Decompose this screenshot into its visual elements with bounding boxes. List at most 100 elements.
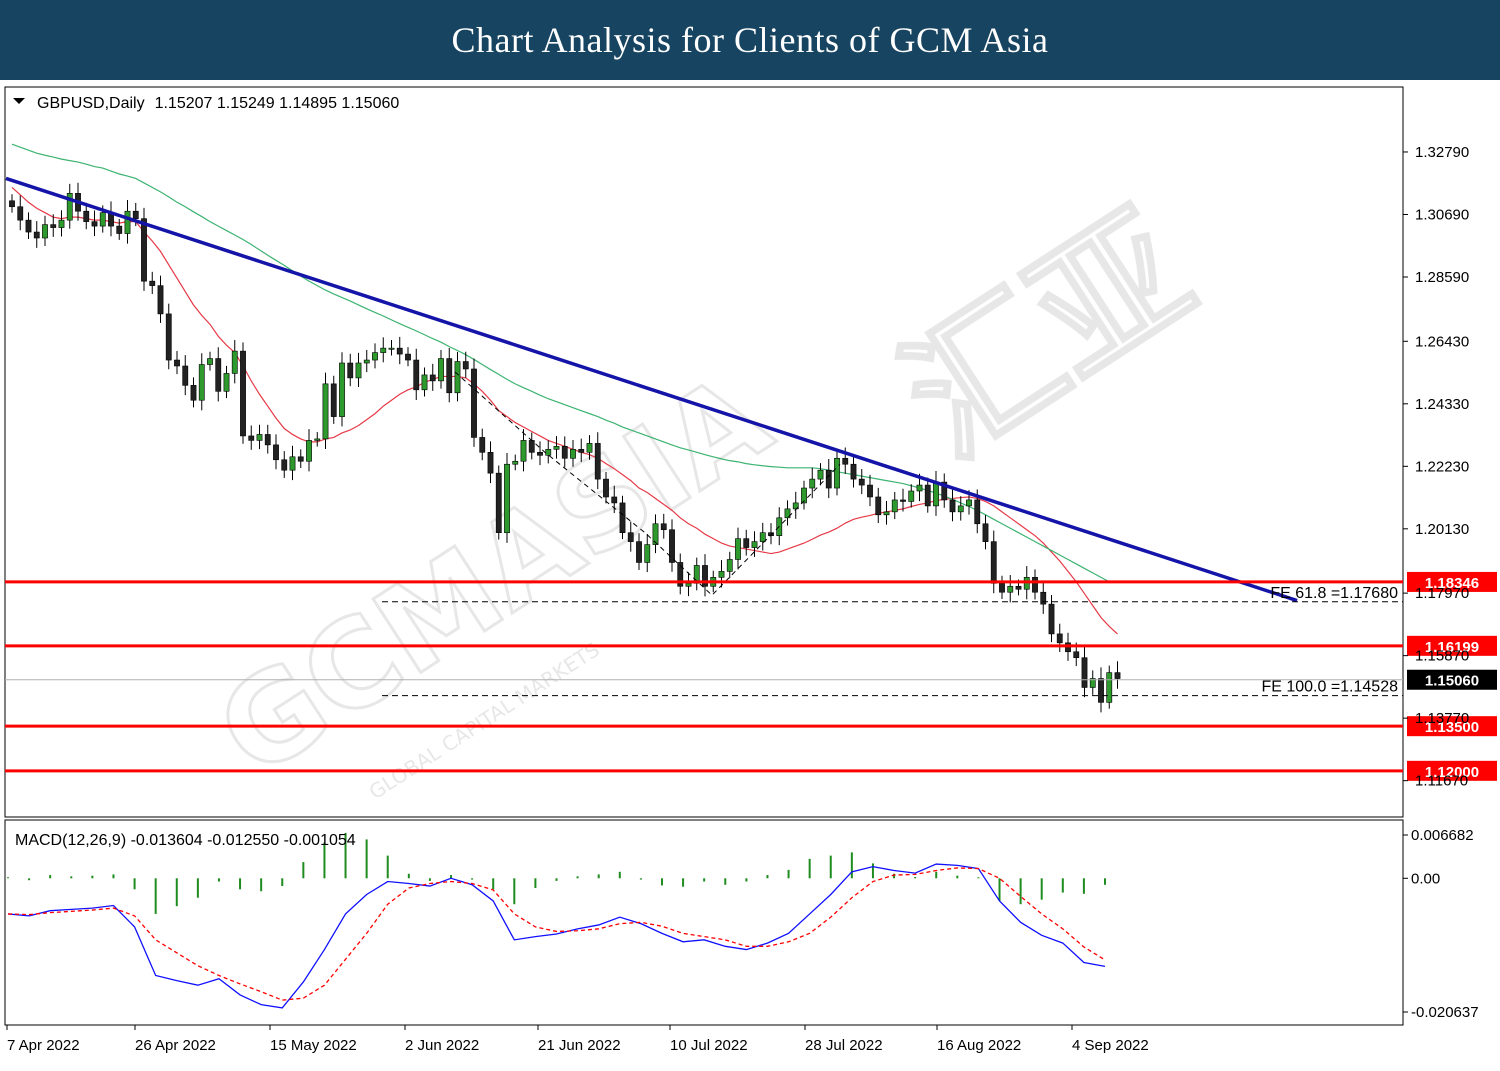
candle-body-bear: [743, 538, 750, 548]
candle-body-bull: [512, 460, 519, 465]
candle-body-bear: [850, 463, 857, 480]
candle-body-bear: [190, 385, 197, 401]
candle-body-bear: [842, 457, 849, 465]
candle-body-bear: [924, 484, 931, 507]
candle: [264, 424, 271, 454]
candle: [883, 501, 890, 525]
candle-body-bull: [207, 358, 213, 365]
candle: [570, 439, 576, 467]
symbol-label: GBPUSD,Daily 1.15207 1.15249 1.14895 1.15…: [37, 95, 399, 112]
candle-body-bear: [462, 361, 469, 370]
candle-body-bull: [363, 359, 370, 364]
candle: [619, 495, 626, 540]
candle-body-bear: [446, 358, 453, 394]
candle: [669, 519, 675, 572]
candle: [314, 432, 321, 447]
candle-body-bear: [537, 452, 543, 456]
y-tick-label: 1.28590: [1415, 269, 1469, 286]
candle-body-bull: [644, 544, 651, 563]
candle-body-bear: [396, 347, 403, 355]
x-tick-label: 15 May 2022: [270, 1037, 357, 1054]
candle-body-bear: [1073, 651, 1080, 659]
candle-body-bear: [330, 383, 337, 417]
macd-main-line: [7, 863, 1106, 1009]
macd-signal-line: [7, 867, 1106, 1001]
candle-body-bull: [652, 523, 659, 545]
y-tick-label: 1.13770: [1415, 710, 1469, 727]
candle: [908, 484, 915, 508]
candle: [924, 477, 931, 513]
candle-body-bull: [685, 582, 692, 587]
price-y-axis: 1.32790 1.30690 1.28590 1.26430 1.24330 1.222…: [1403, 144, 1469, 790]
macd-y-tick-label: -0.020637: [1411, 1004, 1479, 1021]
symbol-title: GBPUSD,Daily: [37, 95, 145, 112]
candle: [297, 449, 304, 468]
candle: [372, 343, 378, 369]
candle-body-bull: [66, 193, 73, 221]
candle: [289, 445, 296, 481]
y-tick-label: 1.24330: [1415, 396, 1469, 413]
candle: [256, 424, 263, 450]
candle-body-bear: [215, 358, 222, 392]
candle: [834, 450, 840, 496]
candle: [124, 200, 131, 244]
level-price-label: 1.18346: [1425, 575, 1479, 592]
candle-body-bear: [165, 313, 172, 361]
candle-body-bear: [149, 280, 156, 286]
candle-body-bear: [297, 456, 304, 462]
candle-body-bull: [520, 440, 527, 462]
candle-body-bear: [974, 499, 981, 525]
candle-body-bear: [495, 472, 502, 533]
candle-body-bear: [867, 484, 873, 498]
downtrend-line: [5, 176, 1298, 603]
candle: [537, 441, 543, 466]
candle-body-bull: [801, 487, 807, 504]
candle: [487, 441, 494, 484]
candle: [867, 474, 873, 507]
x-tick-label: 2 Jun 2022: [405, 1037, 479, 1054]
candle: [1089, 670, 1096, 695]
level-price-tag: [1407, 635, 1497, 656]
candle-body-bull: [883, 511, 890, 516]
candle: [17, 195, 24, 231]
candle: [1040, 581, 1047, 614]
candle-body-bull: [817, 469, 824, 480]
candle-body-bull: [891, 499, 898, 513]
candle-body-bear: [941, 481, 948, 501]
candle-body-bear: [1098, 678, 1104, 703]
candle: [198, 353, 205, 411]
candle-body-bull: [231, 350, 238, 374]
candle: [223, 365, 230, 399]
candle-body-bear: [603, 478, 609, 498]
level-price-tag: [1407, 716, 1497, 737]
candle-body-bear: [17, 206, 24, 221]
candle: [949, 489, 956, 522]
candle-body-bull: [759, 532, 766, 542]
candle-body-bear: [9, 200, 15, 208]
candle: [858, 469, 865, 495]
symbol-menu-icon[interactable]: [13, 98, 25, 104]
candle-body-bear: [578, 449, 585, 453]
candle: [462, 351, 469, 378]
candle-body-bear: [660, 523, 667, 531]
candle-body-bull: [834, 457, 840, 489]
candle: [454, 351, 461, 402]
x-tick-label: 10 Jul 2022: [670, 1037, 748, 1054]
candle: [825, 458, 832, 499]
candle-body-bear: [611, 496, 618, 504]
candle-body-bull: [388, 347, 395, 350]
candle-body-bull: [933, 481, 939, 507]
levels-layer: FE 61.8 =1.17680 FE 100.0 =1.14528 1.15060…: [5, 571, 1497, 781]
candle-body-bull: [256, 434, 263, 441]
x-tick-label: 7 Apr 2022: [7, 1037, 80, 1054]
candle-body-bear: [83, 210, 90, 222]
candle-body-bull: [966, 499, 972, 507]
candle: [751, 531, 758, 557]
candle: [322, 372, 329, 450]
banner-title: Chart Analysis for Clients of GCM Asia: [451, 20, 1049, 60]
candle-body-bull: [454, 361, 461, 394]
candle: [603, 471, 609, 504]
candle: [735, 527, 741, 570]
candle-body-bear: [182, 365, 189, 386]
candle: [429, 363, 436, 391]
